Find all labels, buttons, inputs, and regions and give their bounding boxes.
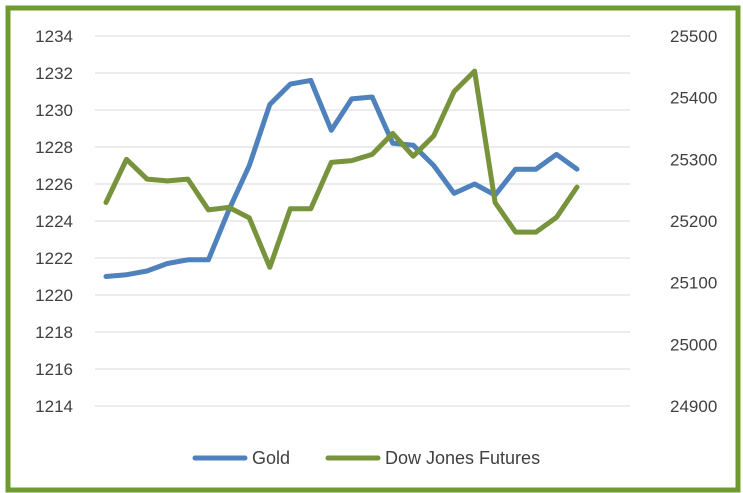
left-tick-label: 1220 (35, 286, 73, 305)
left-axis-tick-labels: 1214 1216 1218 1220 1222 1224 1226 1228 1230 1232… (35, 27, 73, 416)
right-tick-label: 25200 (670, 212, 717, 231)
right-tick-label: 25300 (670, 150, 717, 169)
gridlines (95, 35, 630, 407)
right-tick-label: 25400 (670, 89, 717, 108)
left-tick-label: 1228 (35, 138, 73, 157)
left-tick-label: 1226 (35, 175, 73, 194)
right-tick-label: 25100 (670, 274, 717, 293)
right-axis-tick-labels: 24900 25000 25100 25200 25300 25400 25500 (670, 27, 717, 416)
series-line-dow-jones-futures (103, 68, 580, 270)
left-tick-label: 1214 (35, 397, 73, 416)
right-tick-label: 25000 (670, 335, 717, 354)
right-tick-label: 24900 (670, 397, 717, 416)
series-line-gold (103, 77, 580, 279)
left-tick-label: 1234 (35, 27, 73, 46)
legend-label-gold: Gold (252, 448, 290, 468)
left-tick-label: 1224 (35, 212, 73, 231)
right-tick-label: 25500 (670, 27, 717, 46)
legend: Gold Dow Jones Futures (192, 448, 540, 468)
left-tick-label: 1218 (35, 323, 73, 342)
legend-label-dow-jones-futures: Dow Jones Futures (385, 448, 540, 468)
left-tick-label: 1230 (35, 101, 73, 120)
series-lines (103, 68, 580, 279)
left-tick-label: 1222 (35, 249, 73, 268)
left-tick-label: 1232 (35, 64, 73, 83)
chart-border (5, 5, 741, 493)
left-tick-label: 1216 (35, 360, 73, 379)
